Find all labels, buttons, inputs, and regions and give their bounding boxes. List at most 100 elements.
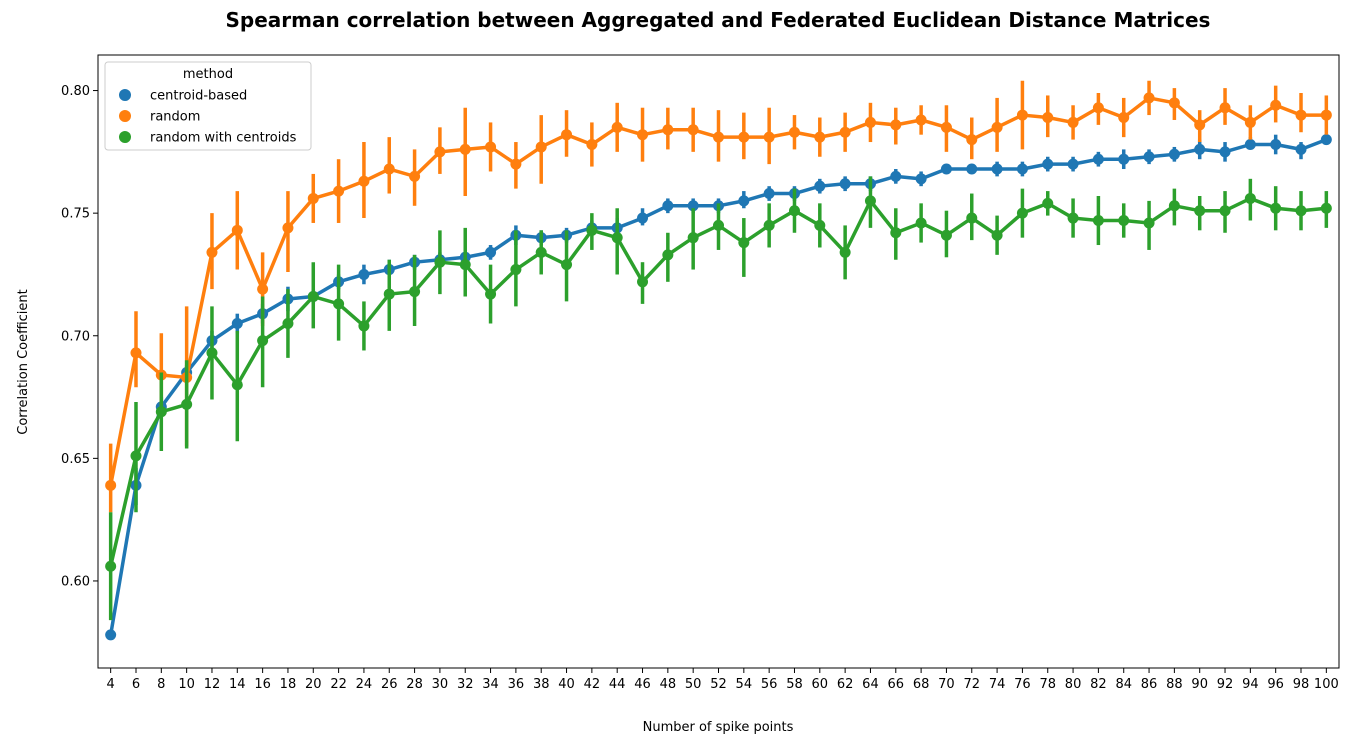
data-point <box>966 134 978 146</box>
data-point <box>1320 134 1332 146</box>
data-point <box>662 249 674 261</box>
data-point <box>890 227 902 239</box>
data-point <box>130 347 142 359</box>
data-point <box>307 291 319 303</box>
data-point <box>814 180 826 192</box>
data-point <box>1320 202 1332 214</box>
data-point <box>839 126 851 138</box>
data-point <box>1194 119 1206 131</box>
x-tick-label: 12 <box>204 677 221 692</box>
y-axis-label: Correlation Coefficient <box>16 289 31 435</box>
legend-box <box>104 61 312 151</box>
data-point <box>687 124 699 136</box>
legend-title: method <box>183 67 233 82</box>
data-point <box>1067 212 1079 224</box>
x-tick-label: 54 <box>736 677 753 692</box>
data-point <box>485 288 497 300</box>
data-point <box>1219 205 1231 217</box>
legend-marker <box>119 89 131 101</box>
data-point <box>358 320 370 332</box>
x-tick-label: 44 <box>609 677 626 692</box>
data-point <box>535 141 547 153</box>
data-point <box>788 126 800 138</box>
data-point <box>738 131 750 143</box>
data-point <box>1118 112 1130 124</box>
data-point <box>282 317 294 329</box>
data-point <box>383 163 395 175</box>
data-point <box>1092 153 1104 165</box>
data-point <box>839 178 851 190</box>
data-point <box>611 121 623 133</box>
data-point <box>940 163 952 175</box>
x-tick-label: 100 <box>1314 677 1339 692</box>
data-point <box>1042 158 1054 170</box>
data-point <box>485 246 497 258</box>
data-point <box>1143 92 1155 104</box>
data-point <box>561 129 573 141</box>
data-point <box>738 237 750 249</box>
data-point <box>510 158 522 170</box>
data-point <box>1016 207 1028 219</box>
data-point <box>966 163 978 175</box>
data-point <box>713 131 724 143</box>
x-tick-label: 96 <box>1267 677 1284 692</box>
data-point <box>333 185 345 197</box>
data-point <box>687 232 699 244</box>
data-point <box>1244 116 1256 128</box>
x-tick-label: 62 <box>837 677 854 692</box>
legend-label: centroid-based <box>150 89 247 104</box>
data-point <box>991 121 1003 133</box>
data-point <box>864 116 876 128</box>
x-tick-label: 24 <box>356 677 373 692</box>
data-point <box>991 163 1003 175</box>
data-point <box>1118 153 1130 165</box>
data-point <box>1143 151 1155 163</box>
x-tick-label: 6 <box>132 677 140 692</box>
x-tick-label: 28 <box>406 677 423 692</box>
data-point <box>1016 163 1028 175</box>
x-tick-label: 50 <box>685 677 702 692</box>
data-point <box>434 146 446 158</box>
data-point <box>763 188 775 200</box>
data-point <box>662 124 674 136</box>
series-random <box>105 80 1332 513</box>
data-point <box>687 200 699 212</box>
data-point <box>1295 205 1307 217</box>
x-tick-label: 94 <box>1242 677 1259 692</box>
x-tick-label: 14 <box>229 677 246 692</box>
data-point <box>282 222 294 234</box>
data-point <box>231 224 243 236</box>
x-tick-label: 88 <box>1166 677 1183 692</box>
data-point <box>637 212 649 224</box>
data-point <box>358 268 370 280</box>
data-point <box>864 195 876 207</box>
data-point <box>1194 143 1206 155</box>
data-point <box>459 143 471 155</box>
data-point <box>1194 205 1206 217</box>
x-tick-label: 70 <box>938 677 955 692</box>
data-point <box>130 450 142 462</box>
x-tick-label: 92 <box>1217 677 1234 692</box>
y-tick-label: 0.70 <box>61 329 90 344</box>
x-tick-label: 60 <box>812 677 829 692</box>
data-point <box>561 259 573 271</box>
x-tick-label: 22 <box>330 677 347 692</box>
x-tick-label: 58 <box>786 677 803 692</box>
data-point <box>839 246 851 258</box>
data-point <box>763 219 775 231</box>
data-point <box>1168 200 1180 212</box>
data-point <box>333 298 345 310</box>
data-point <box>1042 197 1054 209</box>
data-point <box>1067 116 1079 128</box>
legend-marker <box>119 131 131 143</box>
y-tick-label: 0.65 <box>61 452 90 467</box>
x-tick-label: 68 <box>913 677 930 692</box>
x-tick-label: 30 <box>432 677 449 692</box>
data-point <box>738 195 750 207</box>
data-point <box>1092 215 1104 227</box>
data-point <box>257 335 269 347</box>
data-point <box>1118 215 1130 227</box>
data-point <box>105 629 117 641</box>
data-point <box>1067 158 1079 170</box>
